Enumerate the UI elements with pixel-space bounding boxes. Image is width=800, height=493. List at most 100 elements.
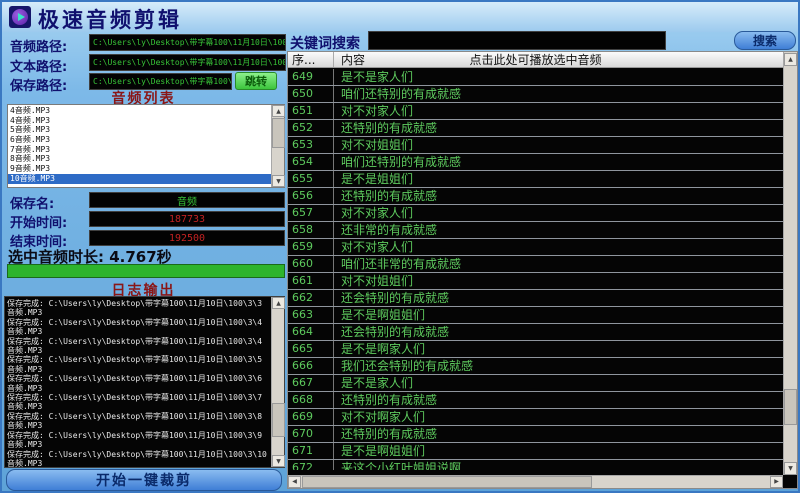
audio-file-list[interactable]: 4音频.MP3 4音频.MP3 5音频.MP3 6音频.MP3 7音频.MP3 8音频.M…: [7, 104, 285, 188]
row-content: 对不对家人们: [341, 240, 414, 254]
scroll-down-icon[interactable]: ▼: [272, 175, 285, 187]
table-row[interactable]: 663 是不是啊姐姐们: [288, 307, 783, 324]
table-row[interactable]: 653 对不对姐姐们: [288, 137, 783, 154]
table-row[interactable]: 657 对不对家人们: [288, 205, 783, 222]
save-path-field[interactable]: C:\Users\ly\Desktop\带字幕100\11月10日\100: [89, 73, 232, 90]
scroll-left-icon[interactable]: ◀: [288, 476, 301, 488]
table-row[interactable]: 669 对不对啊家人们: [288, 409, 783, 426]
table-row[interactable]: 666 我们还会特别的有成就感: [288, 358, 783, 375]
keyword-search-label: 关键词搜索: [290, 36, 360, 52]
table-row[interactable]: 665 是不是啊家人们: [288, 341, 783, 358]
row-content: 还特别的有成就感: [341, 121, 438, 135]
text-path-field[interactable]: C:\Users\ly\Desktop\带字幕100\11月10日\100.sr…: [89, 54, 286, 71]
table-row[interactable]: 668 还特别的有成就感: [288, 392, 783, 409]
end-time-label: 结束时间:: [10, 235, 68, 250]
search-input[interactable]: [368, 31, 666, 50]
row-number: 663: [288, 307, 334, 323]
table-row[interactable]: 658 还非常的有成就感: [288, 222, 783, 239]
table-row[interactable]: 661 对不对姐姐们: [288, 273, 783, 290]
scroll-up-icon[interactable]: ▲: [272, 105, 285, 117]
row-number: 664: [288, 324, 334, 340]
table-row[interactable]: 667 是不是家人们: [288, 375, 783, 392]
row-number: 670: [288, 426, 334, 442]
log-entry: 保存完成: C:\Users\ly\Desktop\带字幕100\11月10日\…: [7, 355, 263, 374]
row-number: 659: [288, 239, 334, 255]
table-row[interactable]: 662 还会特别的有成就感: [288, 290, 783, 307]
col-content-header[interactable]: 内容: [341, 53, 366, 67]
log-entry: 保存完成: C:\Users\ly\Desktop\带字幕100\11月10日\…: [7, 411, 263, 431]
row-number: 651: [288, 103, 334, 119]
audio-list-item[interactable]: 10音频.MP3: [8, 173, 271, 184]
row-content: 是不是啊家人们: [341, 342, 426, 356]
table-row[interactable]: 649 是不是家人们: [288, 69, 783, 86]
col-index-header[interactable]: 序...: [288, 52, 334, 67]
log-lines: 保存完成: C:\Users\ly\Desktop\带字幕100\11月10日\…: [7, 299, 270, 467]
save-name-field[interactable]: 音频: [89, 192, 285, 208]
log-scrollbar[interactable]: ▲ ▼: [271, 297, 285, 467]
table-vertical-scrollbar[interactable]: ▲ ▼: [783, 52, 797, 475]
row-number: 668: [288, 392, 334, 408]
table-row[interactable]: 659 对不对家人们: [288, 239, 783, 256]
audio-list-item[interactable]: 4音频.MP3: [10, 106, 51, 115]
audio-path-field[interactable]: C:\Users\ly\Desktop\带字幕100\11月10日\100.MP…: [89, 34, 286, 51]
row-content: 还特别的有成就感: [341, 427, 438, 441]
start-time-label: 开始时间:: [10, 216, 68, 231]
audio-list-item[interactable]: 5音频.MP3: [10, 125, 51, 135]
audio-list-item[interactable]: 4音频.MP3: [10, 115, 51, 125]
table-row[interactable]: 656 还特别的有成就感: [288, 188, 783, 205]
table-row[interactable]: 664 还会特别的有成就感: [288, 324, 783, 341]
log-entry: 保存完成: C:\Users\ly\Desktop\带字幕100\11月10日\…: [7, 317, 263, 337]
jump-button[interactable]: 跳转: [235, 72, 277, 90]
row-number: 650: [288, 86, 334, 102]
scroll-thumb[interactable]: [272, 403, 285, 437]
table-row[interactable]: 660 咱们还非常的有成就感: [288, 256, 783, 273]
row-number: 666: [288, 358, 334, 374]
table-row[interactable]: 672 来这个小红叶姐姐说啊: [288, 460, 783, 470]
row-content: 是不是家人们: [341, 70, 414, 84]
table-row[interactable]: 654 咱们还特别的有成就感: [288, 154, 783, 171]
row-content: 对不对家人们: [341, 206, 414, 220]
audio-list-item[interactable]: 9音频.MP3: [10, 164, 51, 174]
table-row[interactable]: 670 还特别的有成就感: [288, 426, 783, 443]
audio-list-header: 音频列表: [111, 91, 176, 107]
table-row[interactable]: 655 是不是姐姐们: [288, 171, 783, 188]
row-content: 是不是家人们: [341, 376, 414, 390]
save-path-label: 保存路径:: [10, 79, 68, 94]
scroll-up-icon[interactable]: ▲: [272, 297, 285, 309]
start-cut-button[interactable]: 开始一键裁剪: [6, 469, 282, 491]
scroll-down-icon[interactable]: ▼: [784, 462, 797, 475]
log-header: 日志输出: [111, 283, 176, 299]
log-output[interactable]: 保存完成: C:\Users\ly\Desktop\带字幕100\11月10日\…: [4, 296, 285, 468]
table-row[interactable]: 671 是不是啊姐姐们: [288, 443, 783, 460]
row-content: 还特别的有成就感: [341, 393, 438, 407]
save-name-label: 保存名:: [10, 197, 55, 212]
text-path-label: 文本路径:: [10, 60, 68, 75]
log-entry: 保存完成: C:\Users\ly\Desktop\带字幕100\11月10日\…: [7, 430, 263, 450]
scroll-down-icon[interactable]: ▼: [272, 455, 285, 467]
search-button[interactable]: 搜索: [734, 31, 796, 50]
start-time-field[interactable]: 187733: [89, 211, 285, 227]
log-entry: 保存完成: C:\Users\ly\Desktop\带字幕100\11月10日\…: [7, 393, 263, 412]
row-number: 655: [288, 171, 334, 187]
table-row[interactable]: 650 咱们还特别的有成就感: [288, 86, 783, 103]
end-time-field[interactable]: 192500: [89, 230, 285, 246]
table-horizontal-scrollbar[interactable]: ◀ ▶: [288, 475, 783, 488]
audio-list-scrollbar[interactable]: ▲ ▼: [271, 105, 285, 187]
scroll-thumb[interactable]: [784, 389, 797, 425]
table-row[interactable]: 652 还特别的有成就感: [288, 120, 783, 137]
table-row[interactable]: 651 对不对家人们: [288, 103, 783, 120]
audio-file-items: 4音频.MP3 4音频.MP3 5音频.MP3 6音频.MP3 7音频.MP3 8音频.M…: [8, 106, 271, 187]
audio-list-item[interactable]: 6音频.MP3: [10, 135, 51, 145]
scroll-thumb[interactable]: [302, 476, 592, 488]
row-number: 658: [288, 222, 334, 238]
audio-list-item[interactable]: 8音频.MP3: [10, 154, 51, 164]
row-content: 对不对姐姐们: [341, 138, 414, 152]
title-bar: 极速音频剪辑: [2, 2, 798, 32]
scroll-thumb[interactable]: [272, 118, 285, 148]
scroll-right-icon[interactable]: ▶: [770, 476, 783, 488]
audio-list-item[interactable]: 7音频.MP3: [10, 144, 51, 154]
log-entry: 保存完成: C:\Users\ly\Desktop\带字幕100\11月10日\…: [7, 299, 263, 318]
scroll-up-icon[interactable]: ▲: [784, 53, 797, 66]
row-content: 还非常的有成就感: [341, 223, 438, 237]
